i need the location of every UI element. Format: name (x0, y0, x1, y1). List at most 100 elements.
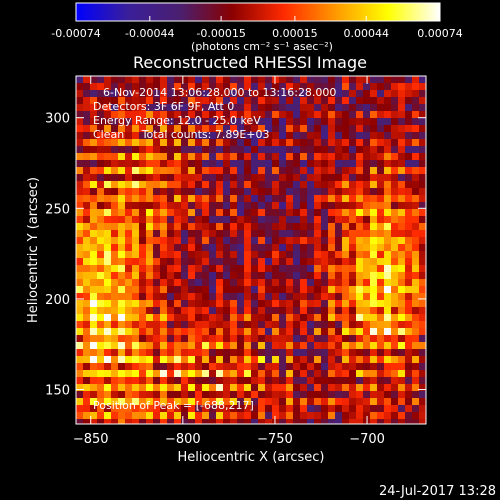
heatmap-cell (342, 237, 349, 244)
heatmap-cell (244, 314, 251, 321)
heatmap-cell (202, 97, 209, 104)
heatmap-cell (398, 272, 405, 279)
heatmap-cell (125, 90, 132, 97)
heatmap-cell (237, 237, 244, 244)
heatmap-cell (342, 209, 349, 216)
heatmap-cell (174, 391, 181, 398)
heatmap-cell (349, 146, 356, 153)
heatmap-cell (139, 237, 146, 244)
heatmap-cell (258, 258, 265, 265)
heatmap-cell (153, 377, 160, 384)
heatmap-cell (272, 300, 279, 307)
heatmap-cell (230, 90, 237, 97)
heatmap-cell (83, 195, 90, 202)
chart-title: Reconstructed RHESSI Image (133, 53, 367, 72)
heatmap-cell (349, 272, 356, 279)
heatmap-cell (104, 412, 111, 419)
heatmap-cell (286, 391, 293, 398)
heatmap-cell (195, 188, 202, 195)
heatmap-cell (398, 328, 405, 335)
heatmap-cell (125, 391, 132, 398)
heatmap-cell (139, 174, 146, 181)
heatmap-cell (314, 153, 321, 160)
heatmap-cell (307, 146, 314, 153)
heatmap-cell (363, 286, 370, 293)
heatmap-cell (419, 125, 426, 132)
heatmap-cell (251, 90, 258, 97)
heatmap-cell (342, 419, 349, 424)
heatmap-cell (125, 272, 132, 279)
heatmap-cell (139, 244, 146, 251)
heatmap-cell (223, 398, 230, 405)
heatmap-cell (90, 279, 97, 286)
heatmap-cell (307, 174, 314, 181)
heatmap-cell (286, 405, 293, 412)
heatmap-cell (90, 132, 97, 139)
heatmap-cell (391, 405, 398, 412)
heatmap-cell (230, 188, 237, 195)
heatmap-cell (118, 209, 125, 216)
heatmap-cell (377, 300, 384, 307)
heatmap-cell (174, 412, 181, 419)
heatmap-cell (202, 90, 209, 97)
heatmap-cell (118, 405, 125, 412)
heatmap-cell (181, 328, 188, 335)
heatmap-cell (314, 279, 321, 286)
heatmap-cell (216, 244, 223, 251)
heatmap-cell (251, 125, 258, 132)
heatmap-cell (167, 146, 174, 153)
heatmap-cell (97, 272, 104, 279)
heatmap-cell (370, 139, 377, 146)
heatmap-cell (174, 342, 181, 349)
heatmap-cell (293, 384, 300, 391)
heatmap-cell (321, 384, 328, 391)
heatmap-cell (118, 356, 125, 363)
heatmap-cell (384, 384, 391, 391)
heatmap-cell (125, 370, 132, 377)
heatmap-cell (125, 167, 132, 174)
heatmap-cell (314, 314, 321, 321)
heatmap-cell (195, 307, 202, 314)
heatmap-cell (328, 391, 335, 398)
heatmap-cell (181, 202, 188, 209)
heatmap-cell (153, 384, 160, 391)
heatmap-cell (265, 76, 272, 83)
heatmap-cell (349, 342, 356, 349)
heatmap-cell (167, 286, 174, 293)
heatmap-cell (279, 391, 286, 398)
heatmap-cell (202, 391, 209, 398)
heatmap-cell (412, 391, 419, 398)
heatmap-cell (279, 111, 286, 118)
heatmap-cell (356, 90, 363, 97)
heatmap-cell (223, 272, 230, 279)
heatmap-cell (349, 202, 356, 209)
heatmap-cell (307, 181, 314, 188)
heatmap-cell (230, 405, 237, 412)
heatmap-cell (419, 167, 426, 174)
heatmap-cell (153, 258, 160, 265)
heatmap-cell (181, 174, 188, 181)
heatmap-cell (244, 335, 251, 342)
heatmap-cell (272, 195, 279, 202)
heatmap-cell (321, 209, 328, 216)
heatmap-cell (279, 181, 286, 188)
heatmap-cell (97, 356, 104, 363)
heatmap-cell (125, 83, 132, 90)
heatmap-cell (370, 328, 377, 335)
heatmap-cell (258, 188, 265, 195)
heatmap-cell (90, 405, 97, 412)
heatmap-cell (272, 391, 279, 398)
heatmap-cell (286, 216, 293, 223)
heatmap-cell (76, 132, 83, 139)
heatmap-cell (377, 188, 384, 195)
colorbar-tick-label: -0.00015 (196, 27, 245, 40)
heatmap-cell (125, 307, 132, 314)
heatmap-cell (384, 223, 391, 230)
heatmap-cell (146, 125, 153, 132)
heatmap-cell (104, 300, 111, 307)
heatmap-cell (76, 419, 83, 424)
heatmap-cell (223, 279, 230, 286)
heatmap-cell (391, 76, 398, 83)
heatmap-cell (202, 118, 209, 125)
heatmap-cell (321, 258, 328, 265)
